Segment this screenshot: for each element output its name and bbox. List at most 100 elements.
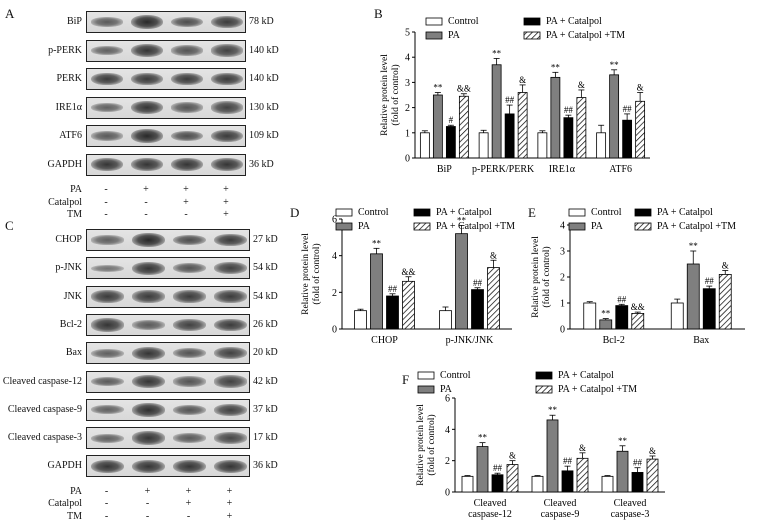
bar xyxy=(537,132,548,159)
category-label: IRE1α xyxy=(549,164,576,175)
bar xyxy=(504,113,515,159)
y-tick-label: 4 xyxy=(560,221,565,232)
bar xyxy=(491,64,502,159)
molecular-weight-label: 36 kD xyxy=(249,158,274,170)
protein-band xyxy=(131,431,166,445)
legend-entry: PA xyxy=(591,221,604,232)
treatment-sign: - xyxy=(186,510,191,522)
bar xyxy=(517,92,528,159)
legend-swatch xyxy=(335,222,353,231)
category-label-line: caspase-9 xyxy=(541,509,580,520)
blot-strip xyxy=(86,455,250,478)
significance-mark: & xyxy=(722,261,729,271)
y-axis-label-line: Relative protein level xyxy=(380,54,390,136)
y-tick-label: 2 xyxy=(405,103,410,114)
category-label-line: IRE1α xyxy=(549,164,576,175)
significance-mark: ** xyxy=(689,241,699,251)
bar xyxy=(635,100,646,159)
protein-band xyxy=(130,100,164,115)
bar xyxy=(461,475,474,493)
bar xyxy=(609,74,620,159)
protein-band xyxy=(90,17,124,27)
y-axis-label-line: (fold of control) xyxy=(426,414,437,475)
molecular-weight-label: 36 kD xyxy=(253,460,278,472)
y-tick-label: 2 xyxy=(445,456,450,467)
treatment-sign: - xyxy=(145,498,150,510)
treatment-sign: + xyxy=(223,196,229,208)
molecular-weight-label: 140 kD xyxy=(249,73,279,84)
treatment-sign: - xyxy=(104,485,109,497)
blot-strip xyxy=(86,68,246,90)
protein-band xyxy=(210,72,244,86)
blot-strip xyxy=(86,96,246,119)
category-label-line: Bcl-2 xyxy=(603,335,625,346)
category-label-line: Bax xyxy=(693,335,709,346)
protein-band xyxy=(213,233,248,247)
legend-entry: PA + Catalpol xyxy=(558,370,614,381)
y-tick-label: 4 xyxy=(405,53,410,64)
category-label: Cleaved caspase-9 xyxy=(541,498,580,520)
protein-band xyxy=(131,320,166,330)
y-tick-label: 0 xyxy=(445,488,450,499)
bar xyxy=(563,117,574,159)
y-axis-label: Relative protein level(fold of control) xyxy=(416,404,437,486)
protein-band xyxy=(172,376,207,387)
bar xyxy=(596,132,607,159)
protein-band xyxy=(172,433,207,443)
significance-mark: ## xyxy=(617,294,627,304)
bar xyxy=(491,474,504,493)
protein-band xyxy=(90,459,125,474)
treatment-label: TM xyxy=(67,209,82,220)
significance-mark: && xyxy=(631,302,645,312)
significance-mark: ** xyxy=(457,215,467,225)
significance-mark: ** xyxy=(618,436,628,446)
significance-mark: ** xyxy=(551,62,561,72)
bar xyxy=(546,419,559,493)
treatment-sign: - xyxy=(104,510,109,522)
protein-band xyxy=(131,232,166,248)
treatment-sign: + xyxy=(223,209,229,220)
significance-mark: ## xyxy=(623,104,633,114)
significance-mark: # xyxy=(449,115,454,125)
blot-row-label: p-PERK xyxy=(48,44,82,56)
bar xyxy=(439,310,452,330)
legend-swatch xyxy=(568,222,586,231)
category-label-line: ATF6 xyxy=(609,164,632,175)
legend-entry: Control xyxy=(591,207,622,218)
bar xyxy=(471,289,484,330)
category-label: Bax xyxy=(693,335,709,346)
molecular-weight-label: 42 kD xyxy=(253,375,278,387)
blot-row-label: Cleaved caspase-9 xyxy=(7,403,82,415)
significance-mark: ** xyxy=(478,433,488,443)
y-axis-label-line: Relative protein level xyxy=(416,404,426,486)
y-tick-label: 6 xyxy=(445,394,450,405)
y-tick-label: 0 xyxy=(405,154,410,165)
protein-band xyxy=(90,264,125,272)
legend-swatch xyxy=(413,222,431,231)
bar xyxy=(386,295,399,330)
protein-band xyxy=(131,459,166,474)
significance-mark: ## xyxy=(493,463,503,473)
treatment-sign: + xyxy=(185,498,192,510)
significance-mark: & xyxy=(579,443,586,453)
blot-row-label: ATF6 xyxy=(59,130,82,141)
blot-strip xyxy=(86,398,250,421)
significance-mark: ## xyxy=(505,95,515,105)
blot-strip xyxy=(86,427,250,450)
protein-band xyxy=(90,433,125,443)
protein-band xyxy=(213,290,248,303)
protein-band xyxy=(130,14,164,30)
significance-mark: && xyxy=(401,267,415,277)
significance-mark: ## xyxy=(633,458,643,468)
y-tick-label: 0 xyxy=(332,325,337,336)
legend-swatch xyxy=(523,31,541,40)
legend-swatch xyxy=(425,31,443,40)
panel-label-b: B xyxy=(374,6,383,21)
protein-band xyxy=(170,16,204,28)
legend-entry: PA xyxy=(448,30,461,41)
bar xyxy=(601,475,614,493)
treatment-sign: - xyxy=(144,196,148,208)
treatment-sign: + xyxy=(183,196,189,208)
blot-row-label: Cleaved caspase-3 xyxy=(7,432,82,444)
blot-strip xyxy=(86,370,250,393)
